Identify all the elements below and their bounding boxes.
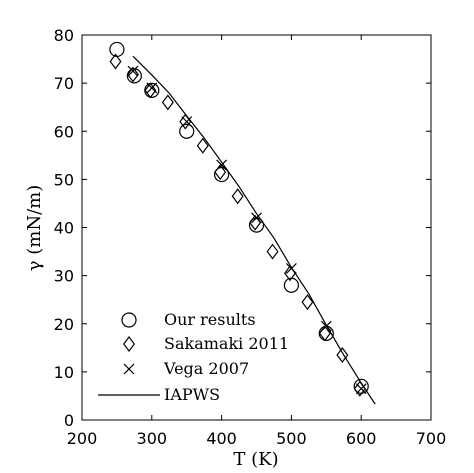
point-vega-2007 <box>355 383 367 395</box>
legend-label: IAPWS <box>164 385 220 404</box>
axis-ticks <box>81 34 432 421</box>
x-marker-stroke <box>216 159 228 171</box>
x-marker-stroke <box>181 116 193 128</box>
point-vega-2007 <box>251 212 262 224</box>
y-axis-label: γ (mN/m) <box>24 185 45 271</box>
legend-label: Sakamaki 2011 <box>164 334 289 353</box>
y-tick-label: 70 <box>54 74 74 93</box>
legend-marker-sakamaki-2011 <box>123 336 135 352</box>
x-marker-stroke <box>320 320 332 332</box>
point-vega-2007 <box>127 65 139 77</box>
x-tick-label: 200 <box>67 429 98 448</box>
y-tick-label: 20 <box>54 315 74 334</box>
y-tick-label: 0 <box>64 411 74 430</box>
x-marker-stroke <box>355 383 367 395</box>
x-tick-label: 400 <box>206 429 237 448</box>
point-sakamaki-2011 <box>301 294 314 311</box>
point-vega-2007 <box>320 320 332 332</box>
point-our-results <box>283 277 299 293</box>
x-tick-label: 700 <box>416 429 447 448</box>
point-vega-2007 <box>216 159 228 171</box>
point-sakamaki-2011 <box>336 347 349 364</box>
point-vega-2007 <box>146 82 158 94</box>
point-sakamaki-2011 <box>266 243 279 260</box>
point-sakamaki-2011 <box>196 137 209 154</box>
point-our-results <box>109 41 125 58</box>
legend: Our results Sakamaki 2011 Vega 2007 IAPWS <box>98 310 289 404</box>
x-tick-label: 500 <box>276 429 307 448</box>
legend-marker-vega-2007 <box>123 363 135 375</box>
x-axis-label: T (K) <box>233 449 278 470</box>
x-tick-label: 600 <box>346 429 377 448</box>
point-sakamaki-2011 <box>109 53 122 70</box>
tick-labels: 200 300 400 500 600 700 0 10 20 30 40 50 60 70 80 <box>54 26 447 448</box>
point-vega-2007 <box>285 262 297 274</box>
series-layer <box>109 41 376 405</box>
x-marker-stroke <box>127 65 139 77</box>
point-vega-2007 <box>181 116 193 128</box>
legend-marker-our-results <box>121 312 137 328</box>
x-tick-label: 300 <box>137 429 168 448</box>
legend-label: Vega 2007 <box>163 359 249 378</box>
x-marker-stroke <box>285 262 297 274</box>
y-tick-label: 50 <box>54 170 74 189</box>
x-marker-stroke <box>251 212 262 224</box>
y-tick-label: 80 <box>54 26 74 45</box>
y-tick-label: 60 <box>54 122 74 141</box>
point-our-results <box>179 123 195 139</box>
legend-label: Our results <box>164 310 256 329</box>
point-sakamaki-2011 <box>231 188 244 205</box>
y-tick-label: 40 <box>54 219 74 238</box>
point-sakamaki-2011 <box>161 94 174 111</box>
y-tick-label: 30 <box>54 267 74 286</box>
x-marker-stroke <box>146 82 158 94</box>
point-sakamaki-2011 <box>126 66 139 83</box>
x-marker-stroke <box>123 363 135 375</box>
series-line-iapws <box>132 55 376 405</box>
point-sakamaki-2011 <box>144 82 157 99</box>
y-tick-label: 10 <box>54 363 74 382</box>
